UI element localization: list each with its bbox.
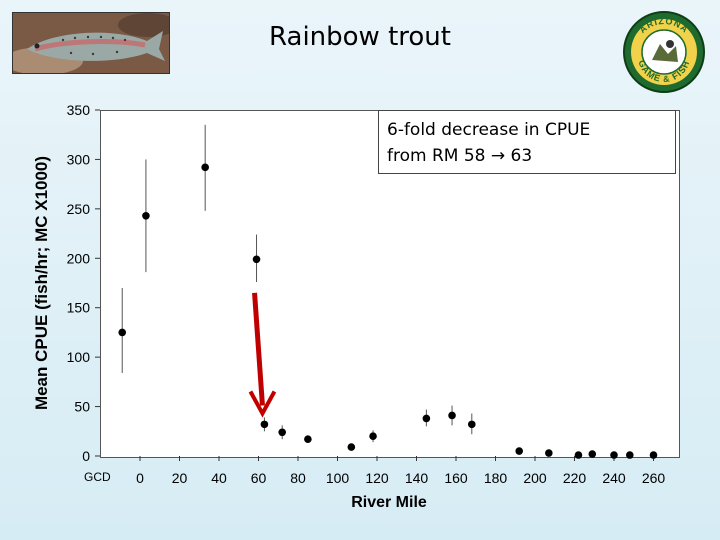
data-point — [588, 450, 597, 458]
x-tick-label: 200 — [523, 470, 547, 486]
data-point — [260, 420, 269, 429]
data-point — [422, 414, 431, 423]
x-tick-label: 80 — [290, 470, 306, 486]
x-tick-label: 140 — [405, 470, 429, 486]
data-point — [118, 328, 127, 337]
x-tick-label: 100 — [326, 470, 350, 486]
x-tick-label: 120 — [365, 470, 389, 486]
data-point — [626, 451, 634, 459]
x-tick-label: 60 — [251, 470, 267, 486]
y-tick-label: 150 — [67, 300, 91, 316]
data-point — [347, 443, 356, 451]
x-tick-label-gcd: GCD — [84, 470, 111, 484]
data-point — [610, 451, 618, 459]
data-point — [201, 163, 209, 172]
data-point — [304, 435, 312, 443]
agency-logo: ARIZONA GAME & FISH — [622, 10, 706, 94]
y-tick-label: 300 — [67, 151, 91, 167]
data-point — [515, 447, 523, 455]
data-point — [545, 449, 553, 457]
data-point — [448, 411, 456, 420]
decrease-arrow-shaft — [252, 292, 265, 406]
data-point — [468, 420, 476, 429]
x-tick-label: 240 — [602, 470, 626, 486]
fish-icon — [13, 13, 169, 73]
x-tick-label: 40 — [211, 470, 227, 486]
game-and-fish-logo-icon: ARIZONA GAME & FISH — [623, 11, 705, 93]
x-tick-label: 160 — [444, 470, 468, 486]
x-tick-label: 0 — [136, 470, 144, 486]
callout-line-2: from RM 58 → 63 — [387, 146, 533, 166]
y-tick-label: 250 — [67, 201, 91, 217]
x-tick-label: 180 — [484, 470, 508, 486]
data-point — [574, 451, 583, 459]
y-axis-title: Mean CPUE (fish/hr; MC X1000) — [32, 155, 51, 411]
x-axis-title: River Mile — [351, 494, 427, 511]
y-tick-label: 350 — [67, 102, 91, 118]
y-tick-label: 50 — [74, 399, 90, 415]
x-tick-label: 20 — [172, 470, 188, 486]
data-point — [252, 255, 261, 264]
y-tick-label: 100 — [67, 349, 91, 365]
data-point — [649, 451, 658, 459]
trout-photo — [12, 12, 170, 74]
annotation-callout: 6-fold decrease in CPUE from RM 58 → 63 — [378, 110, 676, 174]
y-tick-label: 0 — [82, 448, 90, 464]
y-tick-label: 200 — [67, 250, 91, 266]
x-tick-label: 260 — [642, 470, 666, 486]
data-point — [369, 432, 377, 441]
data-point — [278, 428, 287, 437]
x-tick-label: 220 — [563, 470, 587, 486]
page-title: Rainbow trout — [269, 22, 451, 52]
callout-line-1: 6-fold decrease in CPUE — [387, 120, 591, 140]
decrease-arrow-head — [248, 390, 277, 418]
data-point — [142, 211, 150, 220]
